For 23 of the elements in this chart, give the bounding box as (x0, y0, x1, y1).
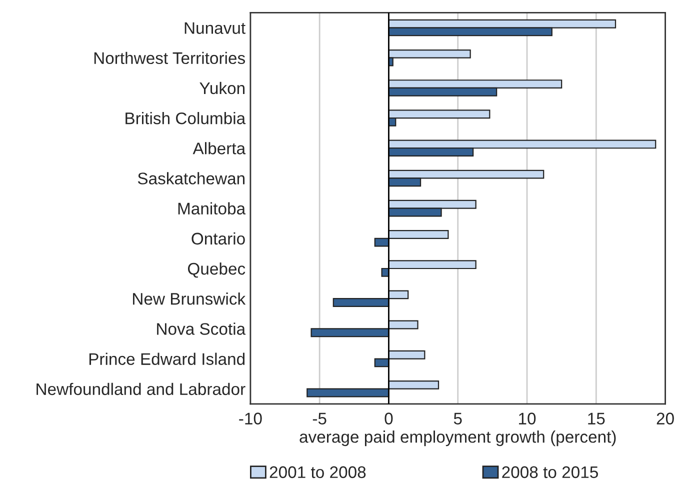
y-tick-label: Nova Scotia (157, 322, 246, 335)
y-tick-label: Ontario (192, 232, 245, 245)
x-tick-label: 20 (656, 412, 674, 424)
x-tick-label: 15 (588, 412, 605, 424)
y-tick-label: Prince Edward Island (89, 352, 245, 365)
x-tick-label: 0 (384, 412, 393, 424)
y-tick-label: British Columbia (126, 112, 246, 124)
y-tick-label: Alberta (192, 142, 246, 154)
y-tick-label: Saskatchewan (138, 172, 244, 184)
y-tick-label: Manitoba (178, 202, 246, 215)
y-tick-label: Quebec (188, 262, 246, 278)
x-axis-title: average paid employment growth (percent) (300, 430, 616, 446)
x-tick-label: 5 (454, 412, 462, 424)
legend-label: 2001 to 2008 (270, 466, 366, 478)
y-tick-label: Nunavut (184, 22, 246, 34)
y-tick-label: Northwest Territories (94, 52, 245, 64)
legend-label: 2008 to 2015 (502, 466, 598, 478)
y-tick-label: Yukon (200, 82, 244, 94)
y-tick-label: New Brunswick (133, 292, 246, 305)
x-tick-label: -5 (312, 412, 326, 424)
y-tick-label: Newfoundland and Labrador (36, 382, 246, 396)
x-tick-label: 10 (519, 412, 536, 424)
x-tick-label: -10 (239, 412, 262, 424)
